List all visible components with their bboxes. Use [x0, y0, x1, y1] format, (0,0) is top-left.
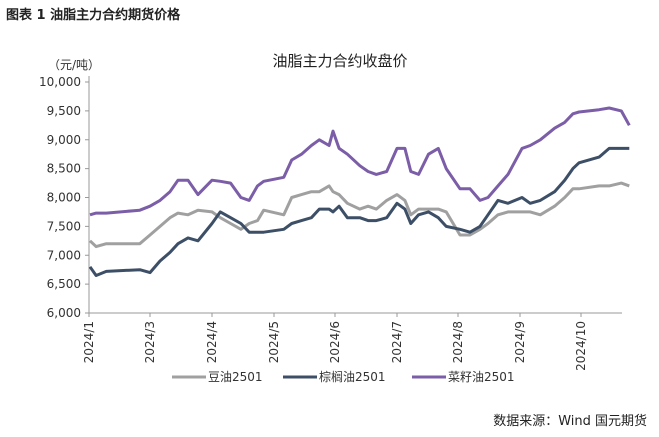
- y-tick-label: 6,500: [47, 277, 81, 291]
- y-tick-label: 8,000: [47, 191, 81, 205]
- legend-item: 棕榈油2501: [283, 369, 386, 384]
- legend-item: 豆油2501: [172, 370, 263, 384]
- chart-title: 油脂主力合约收盘价: [272, 52, 407, 70]
- x-tick-label: 2024/10: [574, 321, 588, 371]
- x-tick-label: 2024/6: [328, 321, 342, 363]
- legend-label: 豆油2501: [208, 370, 263, 384]
- series-line-棕榈油2501: [88, 146, 630, 277]
- series-line-菜籽油2501: [89, 106, 631, 217]
- y-tick-label: 10,000: [39, 75, 81, 89]
- legend-label: 菜籽油2501: [448, 370, 515, 384]
- x-tick-label: 2024/8: [451, 321, 465, 363]
- x-tick-label: 2024/7: [390, 321, 404, 363]
- y-axis-unit: （元/吨）: [48, 58, 101, 72]
- y-tick-label: 8,500: [47, 162, 81, 176]
- y-tick-label: 9,500: [47, 104, 81, 118]
- x-tick-label: 2024/1: [82, 321, 96, 363]
- y-tick-label: 7,000: [47, 248, 81, 262]
- figure-title: 图表 1 油脂主力合约期货价格: [6, 8, 181, 23]
- series-line-豆油2501: [88, 181, 630, 249]
- y-tick-label: 9,000: [47, 133, 81, 147]
- x-tick-label: 2024/3: [143, 321, 157, 363]
- y-tick-label: 6,000: [47, 306, 81, 320]
- legend-label: 棕榈油2501: [319, 369, 386, 384]
- source-note: 数据来源：Wind 国元期货: [493, 414, 647, 429]
- x-tick-label: 2024/5: [267, 321, 281, 363]
- legend-item: 菜籽油2501: [412, 370, 515, 384]
- x-tick-label: 2024/4: [205, 321, 219, 363]
- y-tick-label: 7,500: [47, 219, 81, 233]
- x-tick-label: 2024/9: [513, 321, 527, 363]
